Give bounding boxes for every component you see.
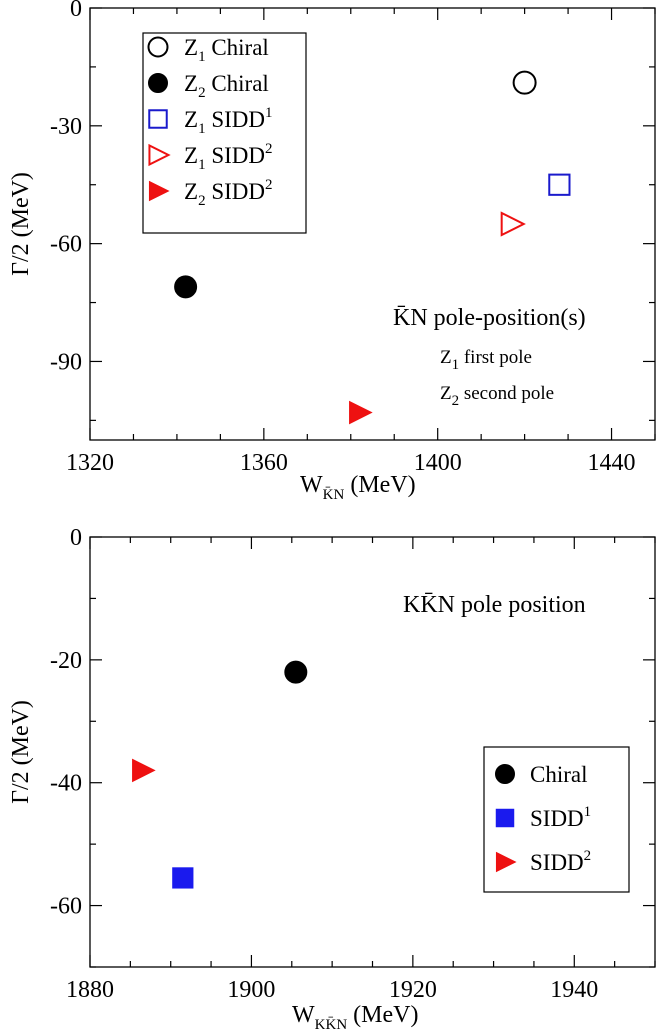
bottom-ytick-label: -20	[50, 648, 82, 674]
top-xtick-label: 1360	[240, 450, 288, 476]
bottom-ytick-label: 0	[70, 525, 82, 551]
bottom-legend-marker-chiral	[495, 764, 515, 784]
top-legend-marker-z1-chiral	[147, 36, 169, 58]
top-legend-label-z2-sidd2: Z2 SIDD2	[184, 177, 272, 209]
bottom-ytick-label: -40	[50, 771, 82, 797]
top-point-z1-sidd1	[548, 173, 571, 196]
bottom-point-sidd1	[172, 867, 194, 889]
top-point-z1-chiral	[512, 70, 537, 95]
bottom-xlabel-unit: (MeV)	[353, 1002, 418, 1028]
top-annotation: K̄N pole-position(s) Z1 first pole Z2 se…	[393, 305, 586, 409]
top-legend: Z1 Chiral Z2 Chiral Z1 SIDD1 Z1 SIDD2 Z2 SID…	[142, 32, 307, 234]
bottom-xlabel-main: W	[292, 1002, 315, 1028]
top-legend-marker-z2-chiral	[148, 73, 168, 93]
top-xtick-label: 1320	[66, 450, 114, 476]
top-ytick-label: -30	[50, 114, 82, 140]
top-legend-box	[142, 32, 307, 234]
top-legend-label-z1-chiral: Z1 Chiral	[184, 35, 269, 65]
bottom-xtick-label: 1900	[227, 977, 275, 1003]
bottom-legend-label-sidd2: SIDD2	[530, 848, 591, 875]
top-legend-label-z2-chiral: Z2 Chiral	[184, 71, 269, 101]
bottom-ytick-label: -60	[50, 894, 82, 920]
top-xlabel-main: W	[300, 472, 323, 498]
bottom-ylabel: Γ/2 (MeV)	[8, 700, 34, 804]
bottom-annotation-title: KK̄N pole position	[403, 592, 586, 618]
top-legend-marker-z1-sidd1	[148, 109, 168, 129]
top-point-z2-sidd2	[349, 400, 373, 425]
top-xtick-label: 1400	[414, 450, 462, 476]
top-point-z1-sidd2	[500, 211, 526, 237]
bottom-point-sidd2	[132, 758, 156, 783]
top-ytick-label: -90	[50, 349, 82, 375]
top-ylabel: Γ/2 (MeV)	[8, 172, 34, 276]
top-ytick-label: -60	[50, 232, 82, 258]
bottom-plot-frame	[89, 536, 656, 968]
bottom-legend-label-chiral: Chiral	[530, 762, 588, 787]
top-legend-marker-z1-sidd2	[148, 143, 171, 167]
top-xlabel: WK̄N (MeV)	[300, 472, 416, 503]
bottom-xtick-label: 1880	[66, 977, 114, 1003]
top-plot-frame	[89, 7, 656, 441]
top-xlabel-sub: K̄N	[323, 487, 345, 503]
top-point-z2-chiral	[174, 275, 198, 299]
top-annotation-line2: Z2 second pole	[440, 383, 554, 409]
top-ytick-label: 0	[70, 0, 82, 22]
bottom-legend-marker-sidd1	[495, 808, 515, 828]
bottom-legend-label-sidd1: SIDD1	[530, 804, 591, 831]
top-annotation-line1: Z1 first pole	[440, 347, 532, 373]
bottom-xlabel-sub: KK̄N	[315, 1017, 348, 1033]
top-xtick-label: 1440	[588, 450, 636, 476]
bottom-xtick-label: 1920	[389, 977, 437, 1003]
top-xlabel-unit: (MeV)	[350, 472, 415, 498]
top-legend-label-z1-sidd2: Z1 SIDD2	[184, 141, 272, 173]
bottom-axis-ticks: 1880 1900 1920 1940 0 -20 -40 -60	[50, 525, 656, 1003]
top-legend-marker-z2-sidd2	[148, 180, 170, 202]
bottom-legend: Chiral SIDD1 SIDD2	[483, 746, 630, 893]
bottom-point-chiral	[284, 660, 308, 684]
bottom-data-points	[132, 660, 308, 889]
top-axis-ticks: 1320 1360 1400 1440 0 -30 -60 -90	[50, 0, 656, 476]
bottom-xlabel: WKK̄N (MeV)	[292, 1002, 418, 1033]
top-data-points	[174, 70, 571, 425]
top-legend-label-z1-sidd1: Z1 SIDD1	[184, 105, 272, 137]
bottom-xtick-label: 1940	[550, 977, 598, 1003]
bottom-legend-marker-sidd2	[495, 851, 517, 873]
top-annotation-title: K̄N pole-position(s)	[393, 305, 586, 331]
